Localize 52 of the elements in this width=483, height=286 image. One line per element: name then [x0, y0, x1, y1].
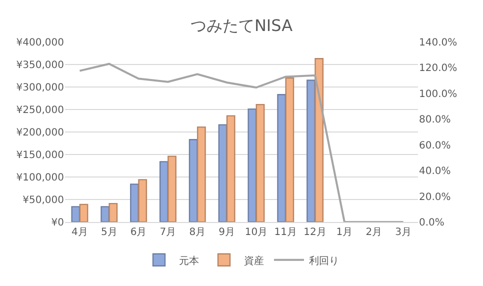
y-tick-label: ¥100,000: [16, 172, 64, 184]
bar: [226, 115, 236, 222]
x-tick-label: 7月: [160, 227, 176, 238]
legend-label: 元本: [179, 254, 199, 267]
bar: [306, 80, 316, 222]
y2-tick-label: 140.0%: [419, 38, 458, 48]
x-tick-label: 3月: [395, 227, 412, 238]
y2-tick-label: 120.0%: [419, 63, 458, 74]
x-tick-label: 12月: [304, 227, 326, 238]
bar: [196, 126, 206, 222]
y-tick-label: ¥150,000: [16, 150, 64, 161]
x-tick-label: 10月: [244, 227, 268, 238]
x-tick-label: 5月: [100, 227, 118, 238]
bar: [188, 139, 198, 222]
bar: [100, 206, 110, 222]
bar: [168, 156, 176, 222]
bar: [218, 124, 228, 222]
bar: [108, 202, 118, 222]
bar: [159, 161, 168, 222]
y2-tick-label: 20.0%: [419, 192, 451, 203]
y-tick-label: ¥250,000: [16, 105, 64, 116]
bar: [248, 108, 257, 222]
bar: [138, 179, 148, 222]
y-tick-label: ¥400,000: [16, 38, 64, 48]
bar: [314, 58, 324, 222]
bar: [256, 104, 265, 222]
bar: [71, 206, 80, 222]
x-tick-label: 4月: [72, 227, 88, 238]
bar: [277, 94, 286, 222]
y2-tick-label: 80.0%: [419, 114, 451, 126]
x-tick-label: 11月: [274, 227, 297, 238]
x-tick-label: 6月: [130, 227, 147, 238]
y2-tick-label: 40.0%: [419, 166, 451, 178]
y2-tick-label: 100.0%: [419, 88, 458, 100]
y-tick-label: ¥300,000: [16, 82, 64, 94]
bar: [79, 204, 88, 222]
legend-label: 資産: [244, 254, 264, 267]
y-tick-label: ¥0: [51, 218, 64, 228]
y-tick-label: ¥200,000: [16, 128, 64, 138]
x-tick-label: 1月: [336, 227, 353, 238]
x-tick-label: 9月: [218, 227, 235, 238]
y2-tick-label: 60.0%: [419, 140, 451, 152]
x-tick-label: 2月: [366, 227, 382, 238]
y-tick-label: ¥50,000: [22, 195, 64, 206]
x-tick-label: 8月: [189, 227, 206, 238]
bar: [130, 184, 139, 222]
legend-label: 利回り: [309, 254, 339, 267]
y-tick-label: ¥350,000: [16, 60, 64, 71]
line-series: [78, 62, 404, 222]
y2-tick-label: 0.0%: [419, 218, 444, 228]
bar: [285, 77, 294, 222]
chart-title: つみたてNISA: [190, 16, 293, 36]
